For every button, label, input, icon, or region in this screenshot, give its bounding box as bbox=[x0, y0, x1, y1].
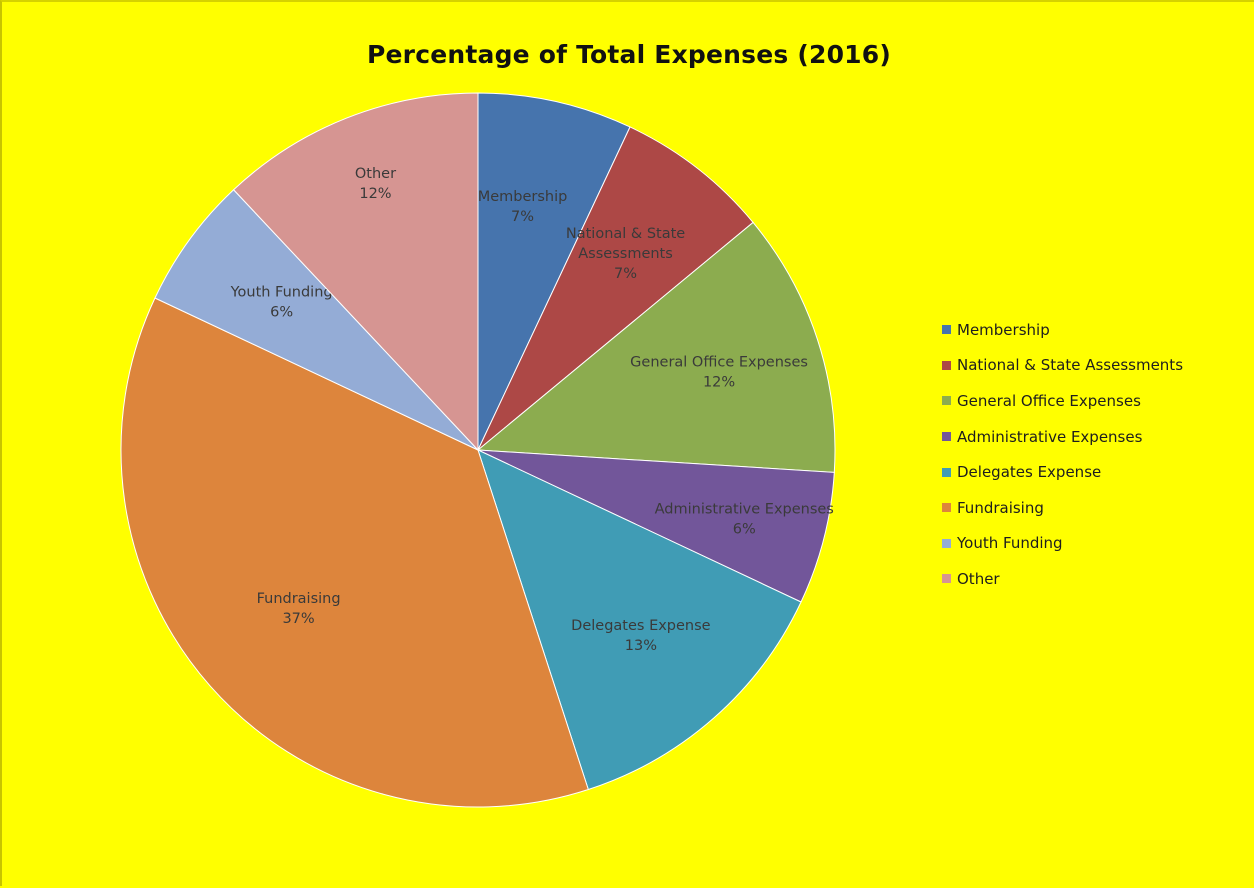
legend-swatch bbox=[942, 467, 951, 477]
legend-label: Membership bbox=[957, 320, 1050, 339]
legend-item-administrative-expenses: Administrative Expenses bbox=[942, 419, 1252, 455]
legend-label: Administrative Expenses bbox=[957, 427, 1143, 446]
legend-item-membership: Membership bbox=[942, 312, 1252, 348]
legend-label: National & State Assessments bbox=[957, 356, 1184, 375]
pie-slice-national-and-state-assessments bbox=[477, 126, 754, 451]
pie-slice-youth-funding bbox=[154, 189, 479, 451]
legend-label: General Office Expenses bbox=[957, 391, 1141, 410]
slice-label-youth-funding: Youth Funding 6% bbox=[230, 284, 333, 320]
slice-label-general-office-expenses: General Office Expenses 12% bbox=[630, 355, 808, 391]
slice-label-national-and-state-assessments: National & State Assessments 7% bbox=[566, 226, 685, 282]
legend-item-other: Other bbox=[942, 561, 1252, 597]
legend-swatch bbox=[942, 396, 951, 406]
legend-item-delegates-expense: Delegates Expense bbox=[942, 454, 1252, 490]
pie-slice-fundraising bbox=[120, 297, 589, 808]
legend-swatch bbox=[942, 360, 951, 370]
pie-slice-other bbox=[232, 92, 479, 452]
pie-slice-general-office-expenses bbox=[476, 221, 836, 473]
slice-label-delegates-expense: Delegates Expense 13% bbox=[571, 618, 711, 654]
legend-label: Other bbox=[957, 569, 1000, 588]
legend-label: Fundraising bbox=[957, 498, 1044, 517]
pie-slice-membership bbox=[477, 92, 631, 451]
legend-item-national-and-state-assessments: National & State Assessments bbox=[942, 348, 1252, 384]
legend-item-fundraising: Fundraising bbox=[942, 490, 1252, 526]
legend-swatch bbox=[942, 538, 951, 548]
slice-label-other: Other 12% bbox=[355, 166, 396, 202]
slice-label-fundraising: Fundraising 37% bbox=[257, 591, 341, 627]
pie-slice-administrative-expenses bbox=[477, 449, 835, 603]
legend-item-general-office-expenses: General Office Expenses bbox=[942, 383, 1252, 419]
chart-legend: Membership National & State Assessments Ge… bbox=[942, 312, 1252, 597]
legend-swatch bbox=[942, 432, 951, 442]
legend-swatch bbox=[942, 325, 951, 335]
slice-label-administrative-expenses: Administrative Expenses 6% bbox=[655, 501, 834, 537]
legend-swatch bbox=[942, 503, 951, 513]
chart-title: Percentage of Total Expenses (2016) bbox=[366, 40, 892, 69]
legend-item-youth-funding: Youth Funding bbox=[942, 526, 1252, 562]
legend-label: Delegates Expense bbox=[957, 463, 1102, 482]
slice-label-membership: Membership 7% bbox=[478, 189, 568, 225]
pie-slice-delegates-expense bbox=[477, 449, 802, 791]
legend-swatch bbox=[942, 574, 951, 584]
legend-label: Youth Funding bbox=[957, 534, 1063, 553]
